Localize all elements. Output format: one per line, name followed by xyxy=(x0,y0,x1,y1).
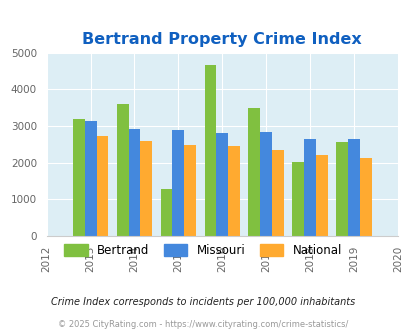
Bar xyxy=(271,149,283,236)
Bar xyxy=(315,155,327,236)
Bar xyxy=(335,142,347,236)
Bar xyxy=(116,104,128,236)
Bar xyxy=(359,158,371,236)
Bar xyxy=(172,130,184,236)
Bar xyxy=(228,146,239,236)
Bar xyxy=(85,121,96,236)
Bar xyxy=(160,189,172,236)
Text: Crime Index corresponds to incidents per 100,000 inhabitants: Crime Index corresponds to incidents per… xyxy=(51,297,354,307)
Bar xyxy=(248,108,260,236)
Title: Bertrand Property Crime Index: Bertrand Property Crime Index xyxy=(82,32,361,48)
Bar xyxy=(184,145,196,236)
Bar xyxy=(204,65,216,236)
Bar xyxy=(96,136,108,236)
Bar xyxy=(128,129,140,236)
Bar xyxy=(72,119,85,236)
Bar xyxy=(303,139,315,236)
Bar xyxy=(292,162,303,236)
Bar xyxy=(140,141,152,236)
Bar xyxy=(216,133,228,236)
Bar xyxy=(260,132,271,236)
Bar xyxy=(347,139,359,236)
Text: © 2025 CityRating.com - https://www.cityrating.com/crime-statistics/: © 2025 CityRating.com - https://www.city… xyxy=(58,319,347,329)
Legend: Bertrand, Missouri, National: Bertrand, Missouri, National xyxy=(59,239,346,261)
